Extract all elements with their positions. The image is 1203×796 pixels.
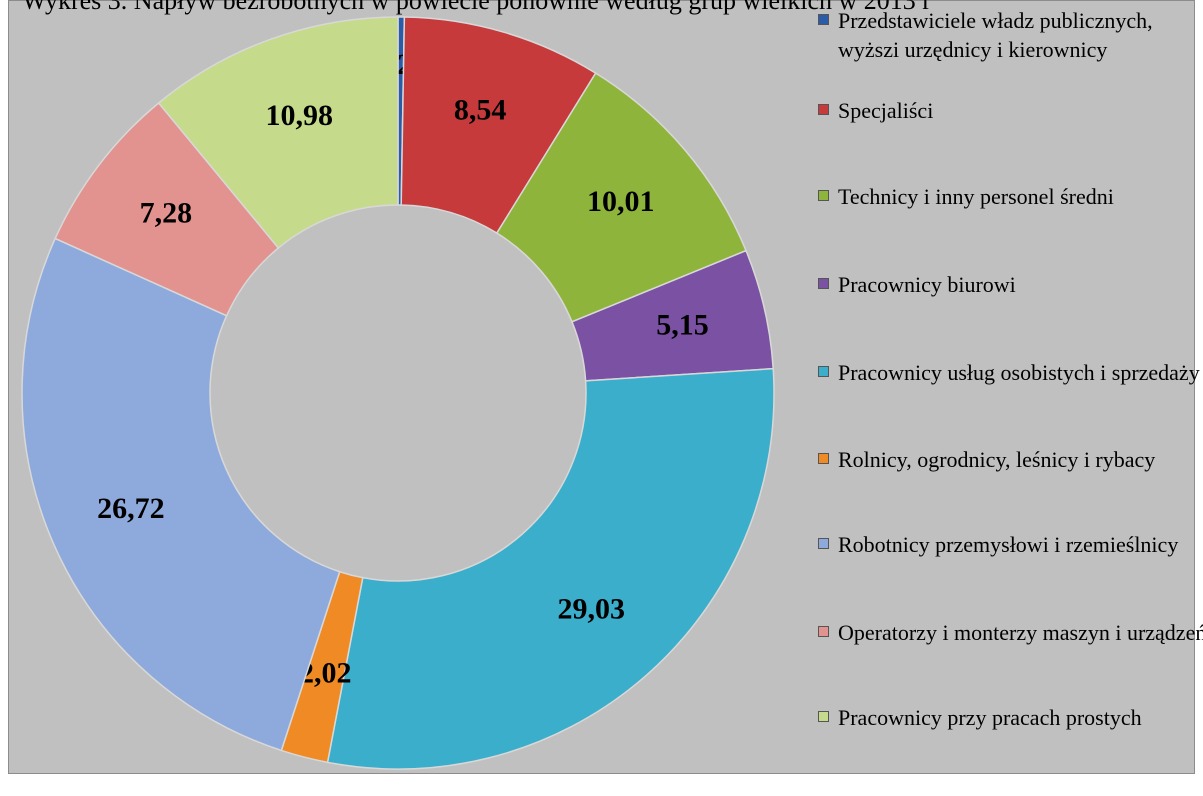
donut-segment xyxy=(21,237,341,752)
legend-label: Pracownicy usług osobistych i sprzedaży xyxy=(838,360,1200,385)
legend-swatch xyxy=(818,190,829,201)
donut-segment xyxy=(157,16,399,250)
legend-item: Pracownicy usług osobistych i sprzedaży xyxy=(812,358,1203,387)
legend-swatch xyxy=(818,278,829,289)
legend-label: Przedstawiciele władz publicznych, wyższ… xyxy=(838,8,1153,62)
data-label: 29,03 xyxy=(558,593,626,626)
legend-label: Pracownicy przy pracach prostych xyxy=(838,705,1142,730)
legend-swatch xyxy=(818,538,829,549)
legend-item: Przedstawiciele władz publicznych, wyższ… xyxy=(812,6,1203,64)
legend-item: Robotnicy przemysłowi i rzemieślnicy xyxy=(812,530,1203,559)
legend-label: Technicy i inny personel średni xyxy=(838,184,1114,209)
legend-label: Robotnicy przemysłowi i rzemieślnicy xyxy=(838,532,1179,557)
legend-swatch xyxy=(818,14,829,25)
legend-swatch xyxy=(818,711,829,722)
legend-swatch xyxy=(818,366,829,377)
legend-label: Pracownicy biurowi xyxy=(838,272,1016,297)
data-label: 10,01 xyxy=(587,185,655,218)
data-label: 26,72 xyxy=(97,492,165,525)
legend-label: Operatorzy i monterzy maszyn i urządzeń xyxy=(838,620,1203,645)
data-label: 7,28 xyxy=(140,197,193,230)
donut-segment xyxy=(326,367,775,770)
legend-label: Specjaliści xyxy=(838,98,934,123)
legend-item: Specjaliści xyxy=(812,96,1203,125)
legend-swatch xyxy=(818,626,829,637)
legend-swatch xyxy=(818,453,829,464)
chart-title: Wykres 3. Napływ bezrobotnych w powiecie… xyxy=(22,0,931,15)
legend-item: Pracownicy przy pracach prostych xyxy=(812,703,1203,732)
legend-item: Operatorzy i monterzy maszyn i urządzeń xyxy=(812,618,1203,647)
legend-item: Pracownicy biurowi xyxy=(812,270,1203,299)
legend-item: Technicy i inny personel średni xyxy=(812,182,1203,211)
legend-item: Rolnicy, ogrodnicy, leśnicy i rybacy xyxy=(812,445,1203,474)
legend-label: Rolnicy, ogrodnicy, leśnicy i rybacy xyxy=(838,447,1156,472)
data-label: 10,98 xyxy=(266,99,334,132)
data-label: 8,54 xyxy=(454,94,507,127)
data-label: 5,15 xyxy=(656,308,709,341)
legend-swatch xyxy=(818,104,829,115)
